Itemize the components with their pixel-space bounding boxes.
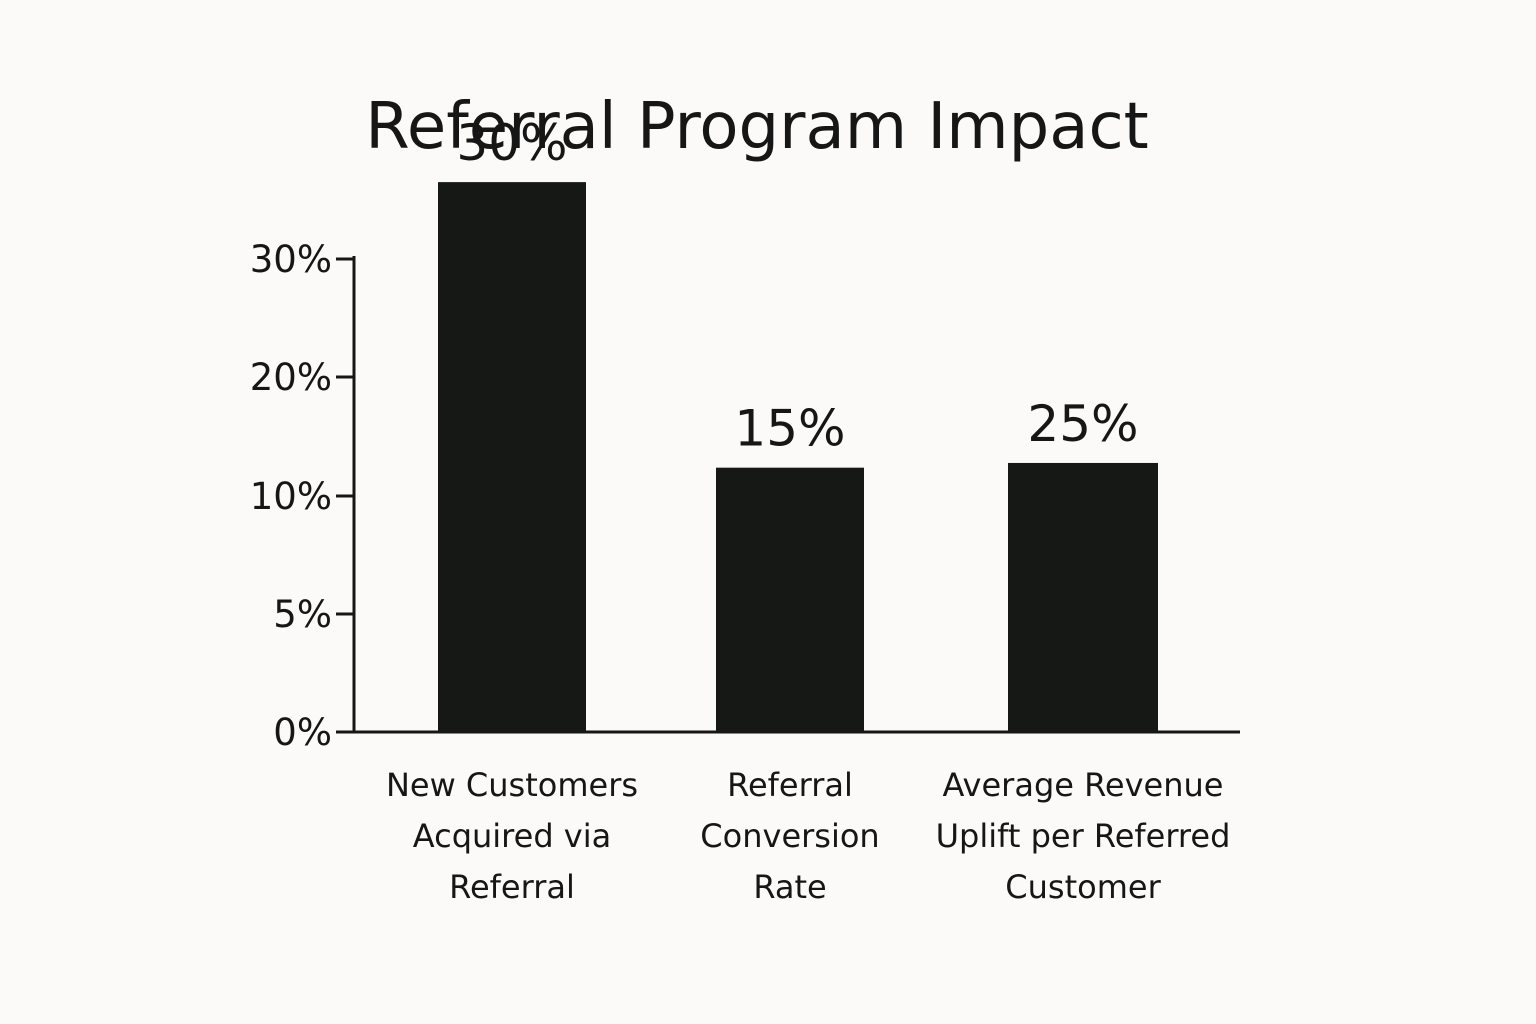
x-category-label: Uplift per Referred — [936, 817, 1231, 855]
x-category-label: Average Revenue — [943, 766, 1224, 804]
y-tick-label: 20% — [250, 356, 332, 399]
x-category-label: Conversion — [700, 817, 879, 855]
y-tick-label: 5% — [273, 593, 332, 636]
bar-value-label: 15% — [734, 400, 845, 458]
bar — [438, 182, 586, 732]
bar — [716, 467, 864, 732]
y-tick-label: 0% — [273, 711, 332, 754]
x-category-label: Customer — [1005, 868, 1161, 906]
x-category-label: New Customers — [386, 766, 638, 804]
y-tick-label: 30% — [250, 238, 332, 281]
chart-title: Referral Program Impact — [365, 90, 1148, 164]
y-tick-label: 10% — [250, 475, 332, 518]
x-category-label: Referral — [727, 766, 853, 804]
bar-value-label: 30% — [456, 114, 567, 172]
bar-value-label: 25% — [1027, 395, 1138, 453]
x-category-label: Rate — [753, 868, 826, 906]
bar — [1008, 462, 1158, 732]
x-category-label: Acquired via — [413, 817, 611, 855]
x-category-label: Referral — [449, 868, 575, 906]
